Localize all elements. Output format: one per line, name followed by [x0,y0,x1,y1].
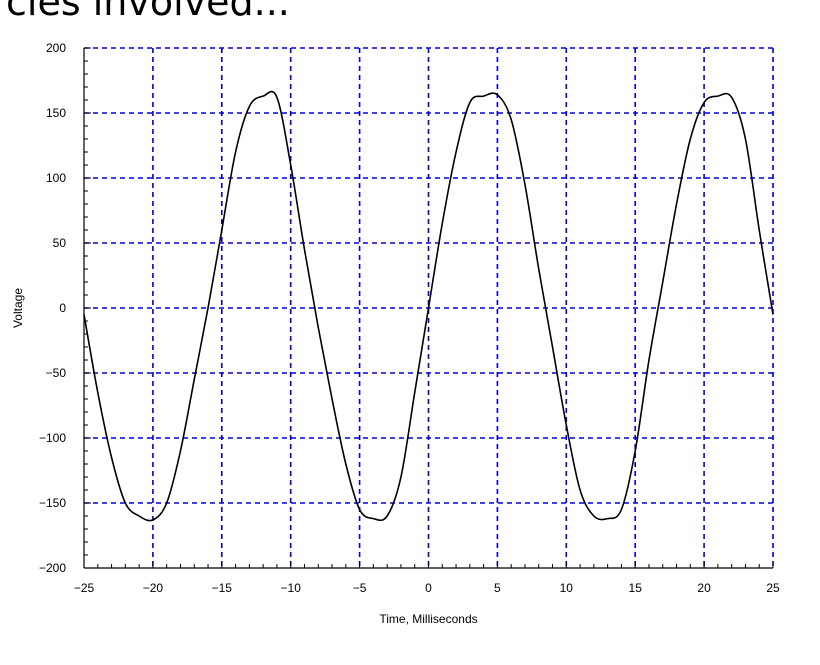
x-tick-label: −25 [74,581,95,595]
y-tick-label: −50 [46,366,67,380]
x-tick-label: 25 [766,581,780,595]
header-text: cles involved... [6,0,290,24]
x-tick-label: −10 [281,581,302,595]
x-tick-label: 20 [697,581,711,595]
x-tick-label: −20 [143,581,164,595]
y-tick-label: 100 [46,171,66,185]
tick-marks [83,47,774,569]
voltage-series-line [83,90,774,522]
y-axis-title: Voltage [11,288,25,328]
y-tick-label: −200 [39,561,66,575]
x-tick-label: −15 [212,581,233,595]
x-tick-label: 0 [425,581,432,595]
x-tick-label: 5 [494,581,501,595]
y-tick-label: −100 [39,431,66,445]
x-axis-title: Time, Milliseconds [379,612,477,626]
y-tick-label: 0 [59,301,66,315]
x-tick-label: −5 [353,581,367,595]
y-tick-label: −150 [39,496,66,510]
y-tick-label: 150 [46,106,66,120]
y-tick-label: 50 [53,236,67,250]
x-tick-label: 15 [629,581,643,595]
tick-labels: −25 −20 −15 −10 −5 0 5 10 15 20 25−200−150−100−500… [39,41,780,595]
y-tick-label: 200 [46,41,66,55]
x-tick-label: 10 [560,581,574,595]
grid-lines [84,47,774,568]
